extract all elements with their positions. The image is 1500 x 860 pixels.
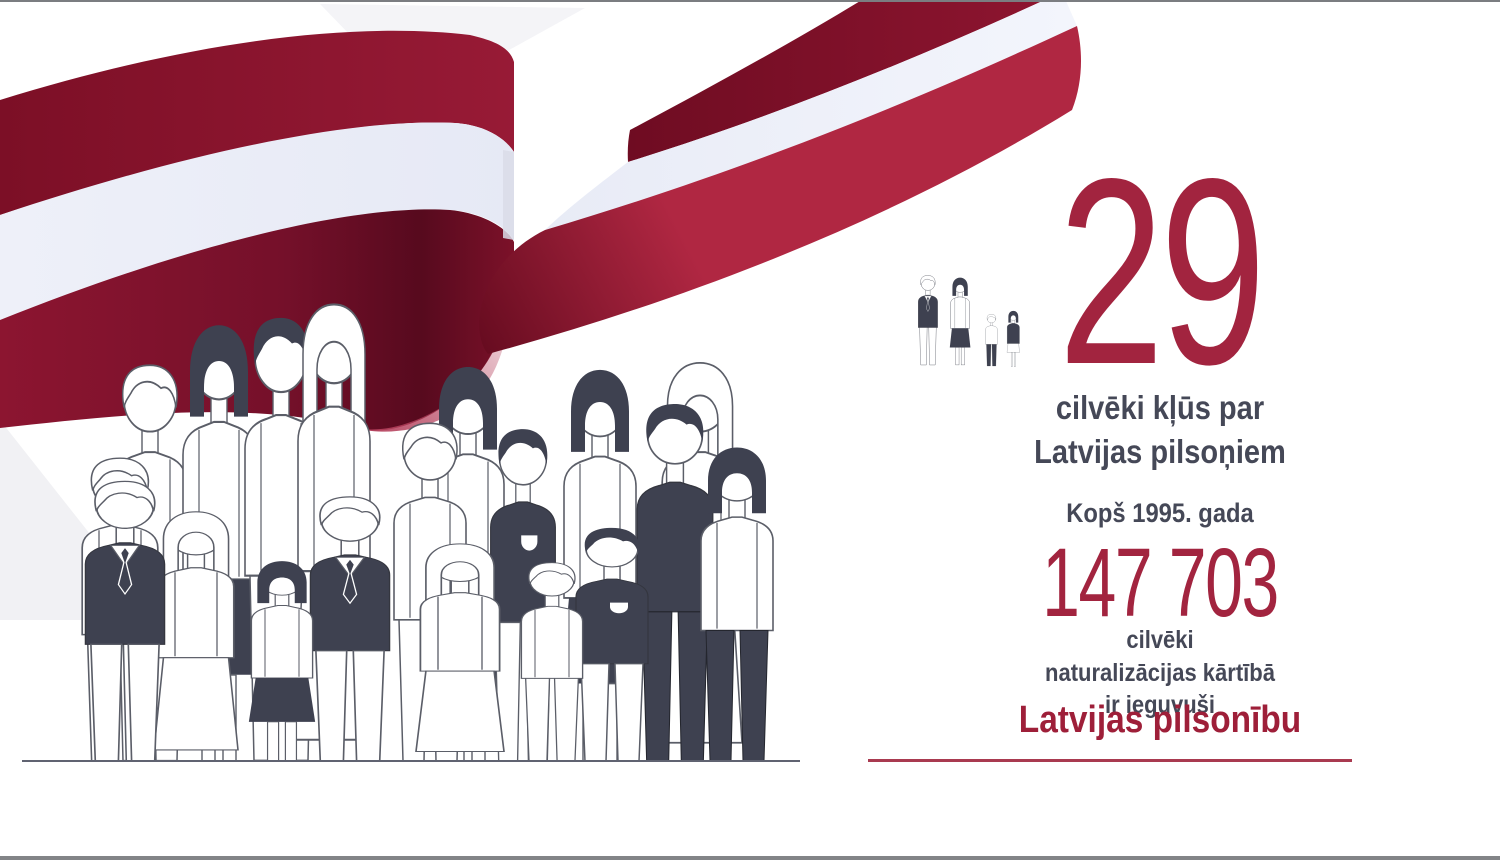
since-label: Kopš 1995. gada	[1066, 498, 1254, 528]
bottom-border	[0, 856, 1500, 860]
total-caption: cilvēki naturalizācijas kārtībā ir ieguv…	[984, 624, 1336, 722]
daily-caption: cilvēki kļūs par Latvijas pilsoņiem	[984, 386, 1336, 473]
daily-count: 29	[1058, 124, 1266, 420]
crowd-baseline-divider	[22, 760, 800, 762]
daily-caption-line2: Latvijas pilsoņiem	[1034, 432, 1286, 470]
top-border	[0, 0, 1500, 2]
family-icons	[905, 266, 1050, 371]
total-count: 147 703	[1042, 528, 1279, 637]
red-divider	[868, 759, 1352, 762]
crowd-illustration	[0, 280, 810, 762]
total-caption-line1: cilvēki	[1126, 626, 1194, 654]
citizenship-highlight: Latvijas pilsonību	[1018, 699, 1302, 741]
total-caption-line3: ir ieguvuši	[1104, 691, 1216, 719]
total-caption-line2: naturalizācijas kārtībā	[1045, 658, 1275, 687]
daily-caption-line1: cilvēki kļūs par	[1055, 389, 1265, 426]
